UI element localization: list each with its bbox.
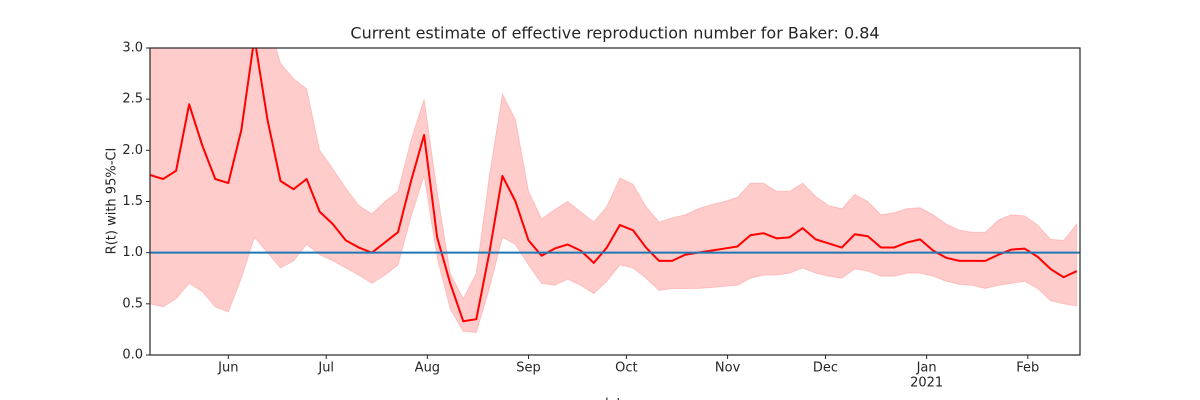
- y-tick-label: 2.0: [122, 143, 143, 158]
- confidence-band: [150, 48, 1078, 334]
- x-tick-label: Sep: [516, 361, 541, 376]
- x-tick-label: Aug: [415, 361, 440, 376]
- y-tick-label: 1.0: [122, 245, 143, 260]
- y-tick-label: 0.5: [122, 296, 143, 311]
- x-tick-label: Dec: [813, 361, 838, 376]
- x-tick-label: Jul: [317, 361, 334, 376]
- x-tick-label: Nov: [715, 361, 741, 376]
- y-axis-label: R(t) with 95%-CI: [105, 148, 120, 255]
- y-tick-label: 3.0: [122, 41, 143, 56]
- y-tick-label: 2.5: [122, 92, 143, 107]
- plot-area: [150, 48, 1078, 334]
- y-tick-label: 0.0: [122, 348, 143, 363]
- x-tick-year: 2021: [910, 376, 943, 391]
- y-tick-label: 1.5: [122, 194, 143, 209]
- x-tick-label: Jan: [916, 361, 937, 376]
- x-tick-label: Jun: [217, 361, 238, 376]
- chart-title: Current estimate of effective reproducti…: [350, 24, 879, 43]
- line: [150, 48, 1078, 323]
- x-tick-label: Oct: [615, 361, 637, 376]
- x-axis-label: date: [600, 397, 629, 400]
- x-tick-label: Feb: [1016, 361, 1039, 376]
